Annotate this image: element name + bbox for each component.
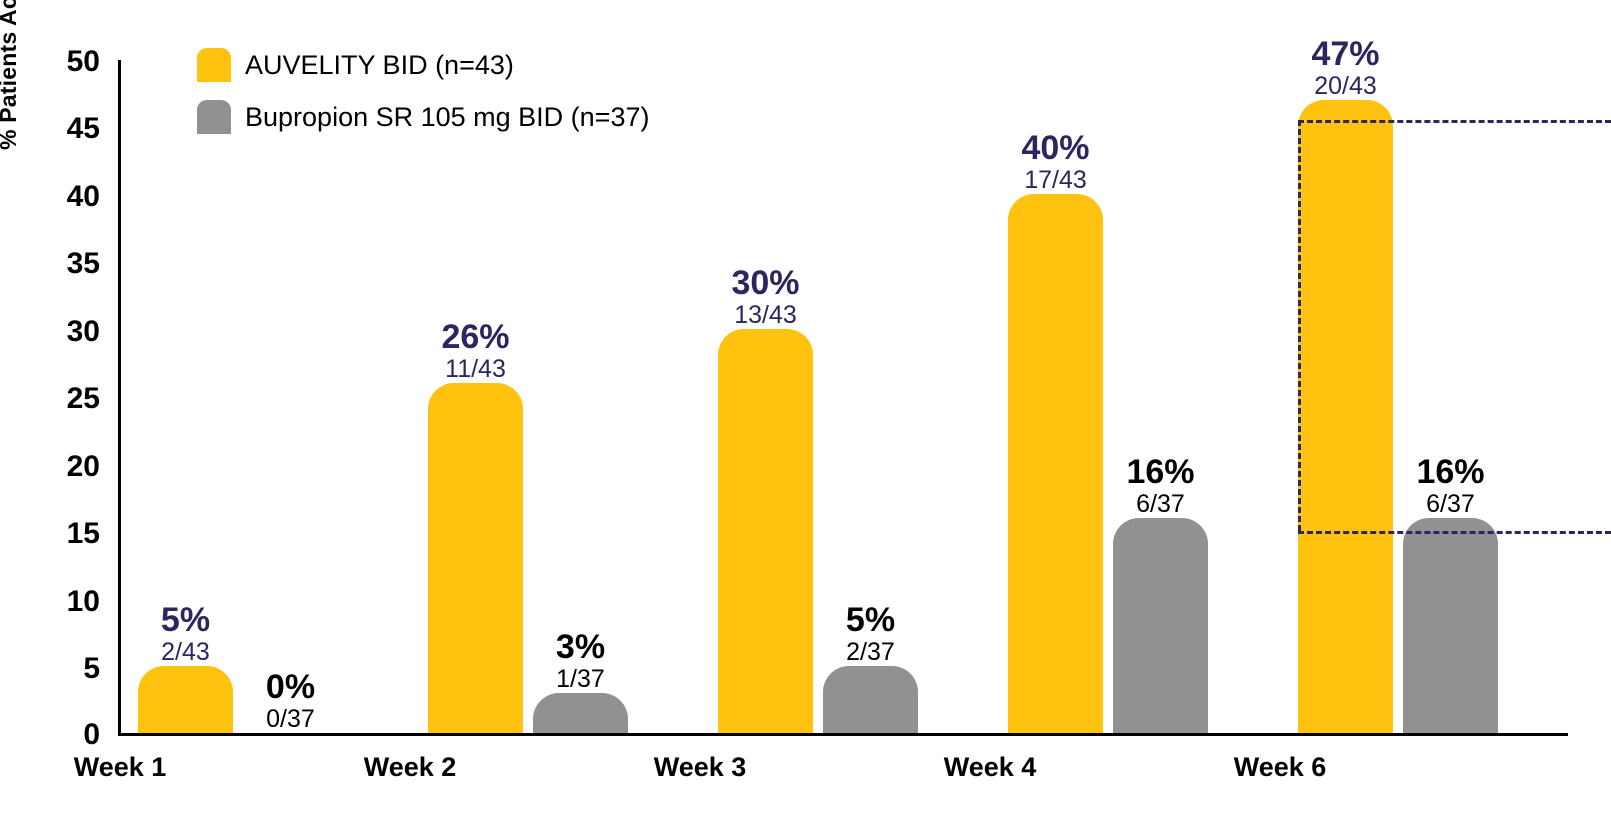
ytick-45: 45 bbox=[40, 112, 100, 146]
ytick-50: 50 bbox=[40, 45, 100, 79]
bar-label-week3-auvelity: 30% 13/43 bbox=[686, 266, 846, 329]
bar-label-week4-auvelity: 40% 17/43 bbox=[976, 131, 1136, 194]
ytick-25: 25 bbox=[40, 382, 100, 416]
bar-label-week2-auvelity: 26% 11/43 bbox=[396, 320, 556, 383]
bar-group-week1: 5% 2/43 0% 0/37 bbox=[138, 666, 438, 733]
bar-label-week6-auvelity: 47% 20/43 bbox=[1266, 37, 1426, 100]
ytick-30: 30 bbox=[40, 315, 100, 349]
bar-group-week3: 30% 13/43 5% 2/37 bbox=[718, 329, 1018, 733]
bar-week3-auvelity[interactable]: 30% 13/43 bbox=[718, 329, 813, 733]
x-axis-line bbox=[118, 733, 1568, 736]
bar-label-week1-bupropion: 0% 0/37 bbox=[211, 670, 371, 733]
bar-label-week6-bupropion: 16% 6/37 bbox=[1371, 455, 1531, 518]
xtick-week3[interactable]: Week 3 bbox=[600, 752, 800, 783]
bar-week3-bupropion[interactable]: 5% 2/37 bbox=[823, 666, 918, 733]
bars-plot-area: 5% 2/43 0% 0/37 26% 11/43 3% bbox=[118, 60, 1568, 733]
bar-week6-bupropion[interactable]: 16% 6/37 bbox=[1403, 518, 1498, 733]
bar-group-week2: 26% 11/43 3% 1/37 bbox=[428, 383, 728, 733]
dashed-connector-bottom bbox=[1298, 531, 1611, 534]
bar-group-week4: 40% 17/43 16% 6/37 bbox=[1008, 194, 1308, 733]
ytick-0: 0 bbox=[40, 718, 100, 752]
bar-label-week4-bupropion: 16% 6/37 bbox=[1081, 455, 1241, 518]
bar-label-week1-auvelity: 5% 2/43 bbox=[106, 603, 266, 666]
ytick-35: 35 bbox=[40, 247, 100, 281]
ytick-15: 15 bbox=[40, 517, 100, 551]
dashed-connector-top bbox=[1298, 120, 1611, 123]
ytick-40: 40 bbox=[40, 180, 100, 214]
bar-week6-auvelity[interactable]: 47% 20/43 bbox=[1298, 100, 1393, 733]
ytick-5: 5 bbox=[40, 652, 100, 686]
bar-chart-container: % Patients Achieving MADRS Total Score ≤… bbox=[0, 0, 1611, 824]
bar-week4-bupropion[interactable]: 16% 6/37 bbox=[1113, 518, 1208, 733]
bar-week2-bupropion[interactable]: 3% 1/37 bbox=[533, 693, 628, 733]
bar-group-week6: 47% 20/43 16% 6/37 bbox=[1298, 100, 1598, 733]
ytick-20: 20 bbox=[40, 450, 100, 484]
ytick-10: 10 bbox=[40, 585, 100, 619]
bar-label-week3-bupropion: 5% 2/37 bbox=[791, 603, 951, 666]
bar-label-week2-bupropion: 3% 1/37 bbox=[501, 630, 661, 693]
xtick-week6[interactable]: Week 6 bbox=[1180, 752, 1380, 783]
xtick-week1[interactable]: Week 1 bbox=[20, 752, 220, 783]
xtick-week2[interactable]: Week 2 bbox=[310, 752, 510, 783]
y-axis-title: % Patients Achieving MADRS Total Score ≤… bbox=[0, 0, 22, 150]
dashed-connector-vertical bbox=[1298, 120, 1301, 531]
xtick-week4[interactable]: Week 4 bbox=[890, 752, 1090, 783]
